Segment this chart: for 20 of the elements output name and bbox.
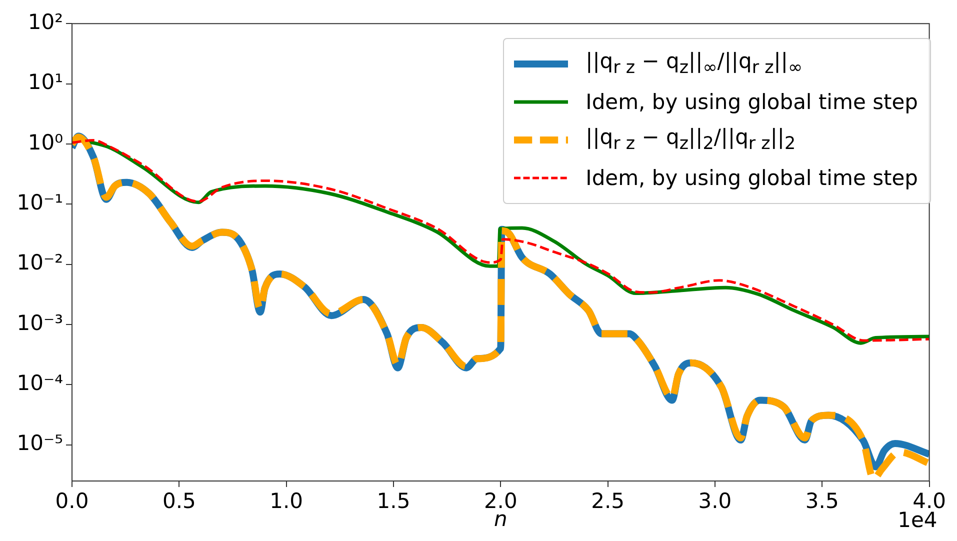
legend-label: Idem, by using global time step: [586, 166, 918, 190]
x-tick-label: 3.5: [805, 489, 839, 514]
text: ||q$_{r z}$ − q$_{z}$||$_{∞}$/||q$_{r z}$||$_{∞}$: [586, 49, 803, 79]
y-tick-label: 10⁻⁴: [16, 371, 63, 396]
x-tick-label: 3.0: [698, 489, 732, 514]
legend-label: Idem, by using global time step: [586, 90, 918, 114]
x-tick-label: 0.5: [162, 489, 196, 514]
y-tick-label: 10²: [28, 10, 63, 34]
x-tick-label: 1.5: [376, 489, 410, 514]
y-tick-label: 10⁻²: [16, 250, 63, 275]
x-tick-label: 2.5: [591, 489, 625, 514]
y-tick-label: 10¹: [28, 70, 63, 94]
y-tick-label: 10⁻⁵: [16, 431, 63, 456]
y-tick-label: 10⁰: [28, 130, 63, 154]
y-tick-label: 10⁻³: [16, 310, 63, 335]
y-tick-label: 10⁻¹: [16, 190, 63, 215]
text: ||q$_{r z}$ − q$_{z}$||$_{2}$/||q$_{r z}$||$_{2}$: [586, 125, 796, 155]
x-tick-label: 0.0: [55, 489, 89, 514]
text: 1e4: [898, 508, 938, 532]
x-tick-label: 1.0: [270, 489, 304, 514]
